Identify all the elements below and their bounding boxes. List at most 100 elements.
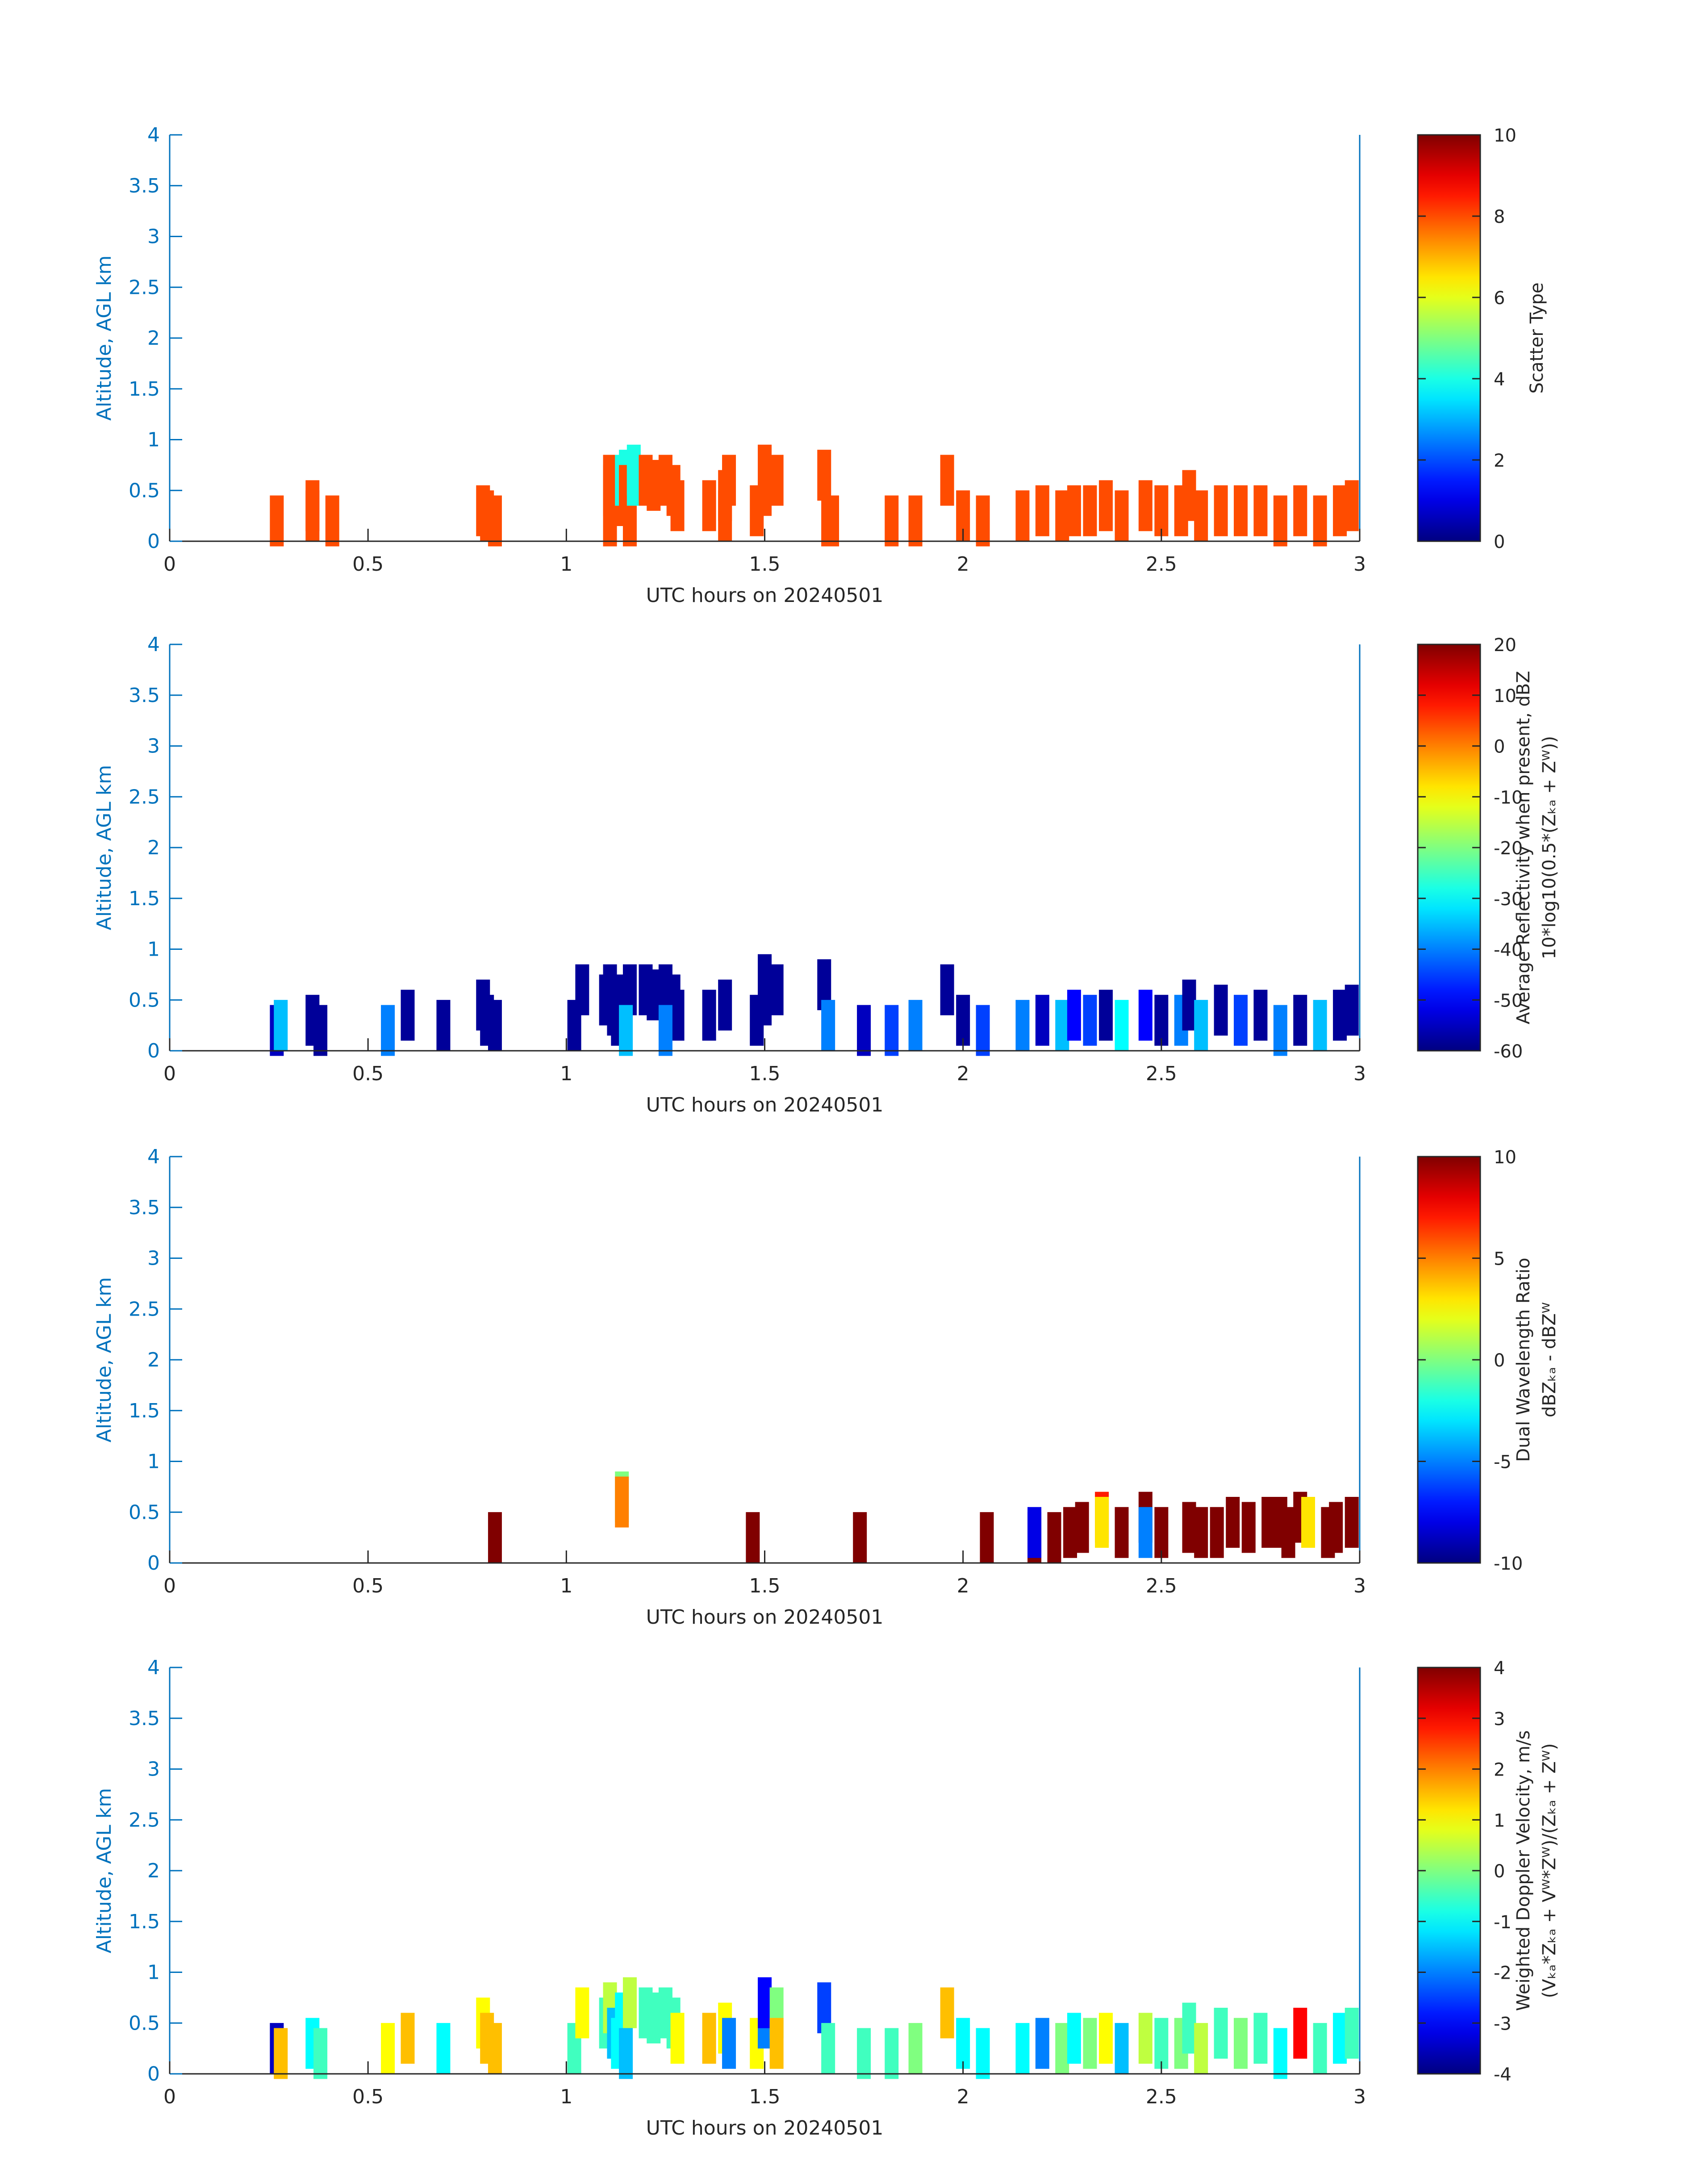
y-tick-label: 3.5 <box>129 175 160 197</box>
colorbar-tick-label: -1 <box>1494 1912 1512 1933</box>
panel-3: 0 0.5 1 1.5 2 2.5 3 3.5 4 0 0.5 1 1.5 2 2.5 3 UTC hours … <box>93 1145 1560 1629</box>
x-tick-label: 3 <box>1353 2085 1366 2108</box>
colorbar-tick-label: 0 <box>1494 1350 1505 1371</box>
heatmap-cell <box>1047 1512 1061 1563</box>
colorbar-tick-label: -20 <box>1494 838 1523 859</box>
heatmap-cell <box>1293 994 1307 1046</box>
colorbar-label: Average Reflectivity when present, dBZ <box>1513 671 1534 1024</box>
x-axis-label: UTC hours on 20240501 <box>646 1094 884 1116</box>
y-tick-label: 3 <box>147 226 160 248</box>
heatmap-cell <box>1182 2002 1196 2054</box>
heatmap-cell <box>1253 990 1268 1041</box>
heatmap-cell <box>769 2018 784 2069</box>
x-tick-label: 0.5 <box>352 553 384 576</box>
heatmap-cell <box>885 1005 899 1056</box>
y-tick-label: 2.5 <box>129 786 160 808</box>
heatmap-cell <box>1194 1507 1208 1558</box>
heatmap-cell <box>1055 490 1069 542</box>
y-tick-label: 0 <box>147 1040 160 1062</box>
heatmap-cell <box>1273 1005 1287 1056</box>
colorbar-tick-label: -10 <box>1494 1554 1523 1574</box>
heatmap-cell <box>980 1512 994 1563</box>
x-tick-label: 3 <box>1353 1062 1366 1085</box>
x-tick-label: 1.5 <box>749 2085 781 2108</box>
x-tick-label: 1 <box>560 1062 572 1085</box>
heatmap-cell <box>758 444 772 496</box>
heatmap-cell <box>436 2023 451 2074</box>
x-tick-label: 0.5 <box>352 1575 384 1597</box>
x-tick-label: 0 <box>163 1575 176 1597</box>
y-tick-label: 3.5 <box>129 1707 160 1730</box>
colorbar-tick-label: 5 <box>1494 1249 1505 1270</box>
heatmap-cell <box>1115 1507 1129 1558</box>
y-axis-label: Altitude, AGL km <box>93 1277 116 1442</box>
colorbar-tick-label: -30 <box>1494 889 1523 910</box>
heatmap-cells <box>270 954 1359 1056</box>
x-tick-label: 2 <box>957 1062 969 1085</box>
x-tick-label: 1.5 <box>749 1575 781 1597</box>
colorbar-label: Weighted Doppler Velocity, m/s <box>1513 1730 1534 2011</box>
heatmap-cell <box>1035 994 1049 1046</box>
heatmap-cell <box>488 495 502 547</box>
heatmap-cell <box>381 1005 395 1056</box>
heatmap-cell <box>1083 994 1097 1046</box>
heatmap-cell <box>1098 990 1113 1041</box>
heatmap-cell <box>575 1987 589 2039</box>
x-tick-label: 2 <box>957 553 969 576</box>
heatmap-cell <box>1138 1507 1153 1558</box>
y-tick-label: 0.5 <box>129 479 160 502</box>
y-tick-label: 4 <box>147 1656 160 1679</box>
heatmap-cell <box>1027 1507 1042 1558</box>
colorbar-tick-label: 20 <box>1494 635 1516 656</box>
heatmap-cell <box>1035 485 1049 536</box>
y-axis-label: Altitude, AGL km <box>93 1788 116 1953</box>
y-tick-label: 0 <box>147 530 160 553</box>
x-tick-label: 2.5 <box>1146 1062 1177 1085</box>
colorbar-tick-label: 10 <box>1494 686 1516 706</box>
colorbar-tick-label: -50 <box>1494 990 1523 1011</box>
heatmap-cell <box>1253 485 1268 536</box>
heatmap-cell <box>1075 1502 1089 1553</box>
x-tick-label: 2.5 <box>1146 553 1177 576</box>
y-tick-label: 1.5 <box>129 378 160 401</box>
colorbar-tick-label: 3 <box>1494 1709 1505 1730</box>
colorbar-tick-label: -60 <box>1494 1041 1523 1062</box>
heatmap-cell <box>270 495 284 547</box>
heatmap-cell <box>1273 495 1287 547</box>
heatmap-cell <box>821 2023 835 2074</box>
x-tick-label: 3 <box>1353 1575 1366 1597</box>
heatmap-cell <box>274 1000 288 1051</box>
heatmap-cell <box>758 954 772 1005</box>
heatmap-cells <box>270 444 1359 547</box>
x-tick-label: 0 <box>163 2085 176 2108</box>
y-tick-label: 1.5 <box>129 1400 160 1422</box>
y-tick-label: 2 <box>147 1349 160 1371</box>
heatmap-cell <box>1067 990 1081 1041</box>
heatmap-cell <box>722 455 736 506</box>
heatmap-cell <box>1115 2023 1129 2074</box>
heatmap-cell <box>702 990 716 1041</box>
y-axis-label: Altitude, AGL km <box>93 765 116 930</box>
heatmap-cell <box>1182 979 1196 1031</box>
heatmap-cell <box>670 990 685 1041</box>
heatmap-cell <box>1154 485 1169 536</box>
y-tick-label: 4 <box>147 1145 160 1168</box>
y-tick-label: 3 <box>147 1247 160 1270</box>
panels: 0 0.5 1 1.5 2 2.5 3 3.5 4 0 0.5 1 1.5 2 2.5 3 UTC hours … <box>93 124 1560 2139</box>
heatmap-cell <box>908 495 923 547</box>
heatmap-cell <box>488 1000 502 1051</box>
y-tick-label: 3.5 <box>129 1196 160 1219</box>
heatmap-cell <box>1281 1507 1295 1558</box>
y-tick-label: 4 <box>147 124 160 146</box>
heatmap-cell <box>436 1000 451 1051</box>
heatmap-cell <box>1345 985 1359 1036</box>
heatmap-cell <box>976 495 990 547</box>
heatmap-cell <box>1345 1497 1359 1548</box>
heatmap-cell <box>1098 480 1113 531</box>
colorbar-tick-label: 2 <box>1494 451 1505 471</box>
heatmap-cell <box>1261 1497 1276 1548</box>
heatmap-cell <box>1234 994 1248 1046</box>
heatmap-cell <box>313 1005 328 1056</box>
colorbar-tick-label: 6 <box>1494 288 1505 309</box>
